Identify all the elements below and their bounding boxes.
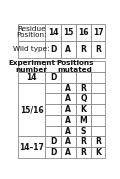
Bar: [45, 104, 61, 115]
Text: Residue
Position:: Residue Position:: [16, 26, 47, 38]
Bar: [76, 136, 91, 147]
Text: 14–17: 14–17: [19, 143, 44, 152]
Bar: [45, 61, 105, 72]
Text: 15: 15: [63, 28, 73, 37]
Bar: [18, 136, 45, 158]
Bar: [91, 115, 105, 126]
Bar: [18, 72, 45, 83]
Text: Positions
mutated: Positions mutated: [57, 60, 94, 73]
Text: D: D: [50, 45, 56, 54]
Text: 14: 14: [26, 73, 37, 82]
Text: D: D: [50, 73, 56, 82]
Bar: [45, 93, 61, 104]
Text: R: R: [81, 148, 87, 157]
Bar: [61, 147, 76, 158]
Bar: [61, 41, 76, 58]
Bar: [91, 72, 105, 83]
Text: 17: 17: [93, 28, 104, 37]
Bar: [91, 147, 105, 158]
Text: D: D: [50, 148, 56, 157]
Bar: [61, 136, 76, 147]
Text: A: A: [65, 116, 71, 125]
Bar: [45, 115, 61, 126]
Text: 14: 14: [48, 28, 58, 37]
Bar: [91, 136, 105, 147]
Bar: [45, 147, 61, 158]
Bar: [61, 24, 76, 41]
Bar: [76, 93, 91, 104]
Text: A: A: [65, 45, 71, 54]
Bar: [18, 83, 45, 136]
Bar: [91, 41, 105, 58]
Bar: [91, 93, 105, 104]
Bar: [45, 41, 61, 58]
Text: Experiment
number: Experiment number: [8, 60, 55, 73]
Text: R: R: [81, 84, 87, 93]
Text: Wild type:: Wild type:: [13, 46, 50, 52]
Bar: [45, 136, 61, 147]
Bar: [18, 24, 45, 41]
Text: A: A: [65, 105, 71, 114]
Text: K: K: [95, 148, 101, 157]
Bar: [45, 72, 61, 83]
Text: A: A: [65, 148, 71, 157]
Bar: [61, 115, 76, 126]
Bar: [18, 41, 45, 58]
Text: D: D: [50, 137, 56, 146]
Text: A: A: [65, 127, 71, 136]
Bar: [76, 115, 91, 126]
Bar: [45, 24, 61, 41]
Bar: [61, 104, 76, 115]
Bar: [45, 83, 61, 93]
Bar: [91, 24, 105, 41]
Text: K: K: [81, 105, 87, 114]
Text: 16: 16: [78, 28, 89, 37]
Bar: [45, 126, 61, 136]
Bar: [91, 104, 105, 115]
Text: Q: Q: [80, 94, 87, 103]
Text: A: A: [65, 94, 71, 103]
Text: R: R: [81, 137, 87, 146]
Bar: [61, 83, 76, 93]
Text: S: S: [81, 127, 86, 136]
Bar: [61, 72, 76, 83]
Bar: [76, 126, 91, 136]
Bar: [61, 126, 76, 136]
Text: R: R: [81, 45, 87, 54]
Bar: [91, 126, 105, 136]
Bar: [76, 41, 91, 58]
Bar: [76, 104, 91, 115]
Bar: [91, 83, 105, 93]
Bar: [76, 147, 91, 158]
Text: M: M: [80, 116, 87, 125]
Text: 15/16: 15/16: [20, 105, 43, 114]
Text: R: R: [95, 45, 101, 54]
Bar: [61, 93, 76, 104]
Text: A: A: [65, 137, 71, 146]
Bar: [18, 61, 45, 72]
Bar: [76, 83, 91, 93]
Text: R: R: [95, 137, 101, 146]
Bar: [76, 24, 91, 41]
Bar: [76, 72, 91, 83]
Text: A: A: [65, 84, 71, 93]
